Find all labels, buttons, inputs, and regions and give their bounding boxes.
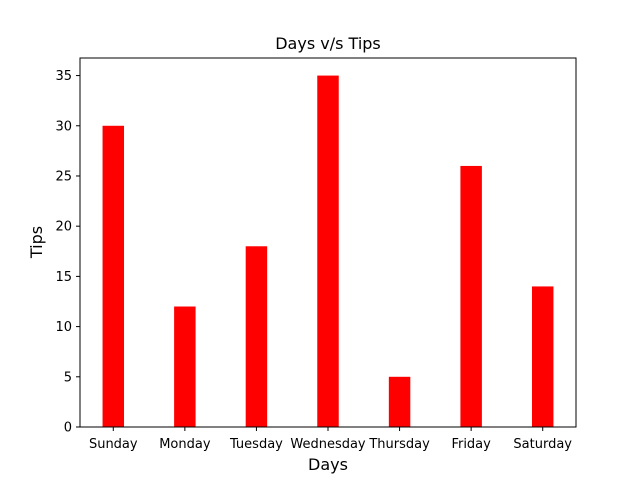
bar-wednesday (317, 75, 339, 428)
y-tick-label: 5 (64, 370, 72, 385)
bar-monday (174, 306, 196, 427)
y-tick-label: 15 (55, 270, 72, 285)
x-axis-title: Days (308, 455, 348, 474)
y-tick-label: 20 (55, 220, 72, 235)
bar-friday (460, 165, 482, 427)
y-axis-ticks: 0 5 10 15 20 25 30 35 (55, 69, 80, 436)
x-tick-label: Sunday (89, 437, 138, 452)
x-tick-label: Monday (159, 437, 211, 452)
chart-title: Days v/s Tips (275, 34, 381, 53)
y-tick-label: 30 (55, 119, 72, 134)
bar-sunday (102, 125, 125, 427)
x-tick-label: Wednesday (290, 437, 366, 452)
x-tick-label: Friday (451, 437, 491, 452)
x-tick-label: Tuesday (229, 437, 283, 452)
y-tick-label: 25 (55, 169, 72, 184)
x-tick-label: Saturday (513, 437, 572, 452)
x-tick-label: Thursday (368, 437, 430, 452)
bar-saturday (531, 286, 554, 427)
bar-thursday (388, 376, 411, 427)
y-axis-title: Tips (27, 226, 46, 259)
bar-tuesday (245, 246, 268, 427)
y-tick-label: 0 (64, 421, 72, 436)
y-tick-label: 35 (55, 69, 72, 84)
x-axis-ticks: Sunday Monday Tuesday Wednesday Thursday Frid… (89, 427, 572, 452)
bars-group (102, 75, 554, 428)
axes-frame (79, 57, 577, 428)
y-tick-label: 10 (55, 320, 72, 335)
